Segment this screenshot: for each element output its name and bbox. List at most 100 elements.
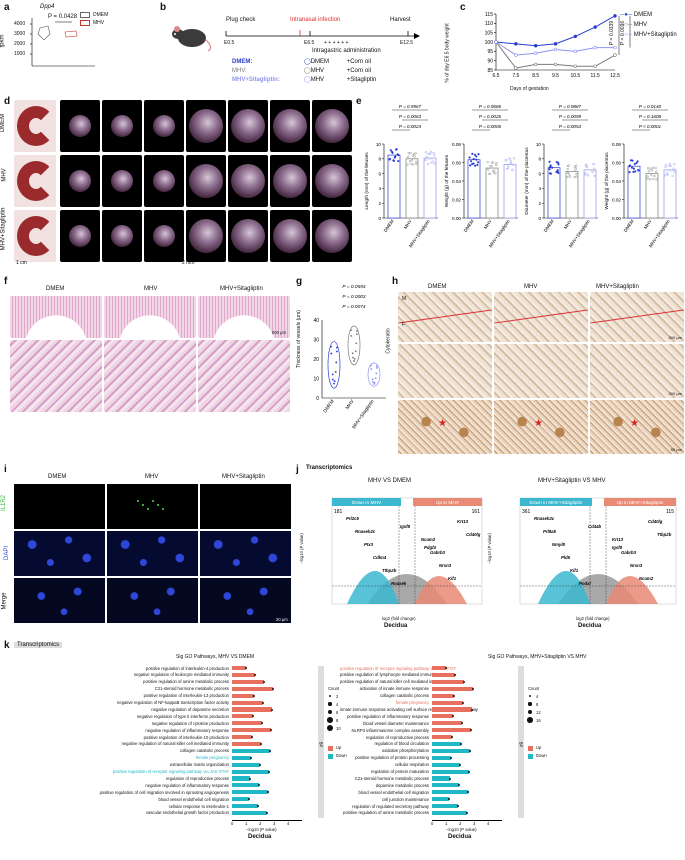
go-dot xyxy=(459,763,461,766)
p-value: P = 0.0074 xyxy=(342,304,365,310)
series-point-1 xyxy=(573,64,578,68)
data-point xyxy=(567,164,570,167)
series-point-0 xyxy=(593,25,597,29)
il1r2-signal xyxy=(152,500,154,502)
y-tick-label: 30 xyxy=(313,337,319,343)
y-tick-label: 0 xyxy=(316,396,319,402)
panel-f-bot-sita xyxy=(198,340,290,412)
panel-i-letter: i xyxy=(4,464,7,475)
y-tick-label: 105 xyxy=(485,30,494,36)
data-point xyxy=(351,356,354,359)
data-point xyxy=(476,163,479,167)
panel-e-plots: 10 8 6 4 2 0 Length (mm) of the fetuses DMEM MHV… xyxy=(356,100,685,270)
down-count: 181 xyxy=(334,509,343,515)
go-bar xyxy=(432,748,470,753)
legend-label: Down xyxy=(336,753,347,758)
embryo xyxy=(111,170,133,192)
go-bar xyxy=(232,804,258,809)
data-point xyxy=(335,361,338,364)
count-label: 4 xyxy=(536,694,539,699)
y-tick-label: 10 xyxy=(376,142,382,147)
data-point xyxy=(410,159,414,162)
y-axis-label: Length (mm) of the fetuses xyxy=(364,152,370,210)
go-dot xyxy=(457,805,459,808)
embryo xyxy=(189,109,223,143)
panel-e-plot: 0.08 0.06 0.04 0.02 0.00 Weight (g) of the pl… xyxy=(604,104,678,248)
panel-d-scale2: 2 mm xyxy=(182,260,195,266)
star-icon: ★ xyxy=(438,418,447,429)
go-bar xyxy=(432,776,450,781)
data-point xyxy=(630,166,634,169)
panel-k-letter: k xyxy=(4,640,10,651)
data-point xyxy=(475,155,478,158)
panel-d-grid xyxy=(14,100,354,268)
ihc-tile xyxy=(398,292,492,342)
panel-e-plot: 10 8 6 4 2 0 Length (mm) of the fetuses DMEM MHV… xyxy=(364,104,438,248)
go-term-label: blood vessel endothelial cell migration xyxy=(158,796,229,802)
il1r2-signal xyxy=(162,508,164,510)
embryo xyxy=(153,170,175,192)
panel-a-ytick-4: 1000 xyxy=(14,51,26,57)
panel-h-col-dmem: DMEM xyxy=(428,284,447,290)
data-point xyxy=(333,382,335,385)
panel-k-right-title: Sig GO Pathways, MHV+Sitagliptin VS MHV xyxy=(488,654,587,660)
il1r2-signal xyxy=(137,500,139,502)
panel-f-top-dmem xyxy=(10,296,102,338)
data-point xyxy=(648,178,652,181)
data-point xyxy=(432,151,435,155)
embryo xyxy=(189,164,223,198)
x-tick-label: MHV xyxy=(643,218,653,230)
data-point xyxy=(574,167,577,170)
data-point xyxy=(654,166,657,170)
go-axis-label: −log10 (P value) xyxy=(446,826,477,832)
data-point xyxy=(673,163,676,166)
decidua-boundary xyxy=(494,309,588,324)
embryo-tile xyxy=(312,155,352,207)
data-point xyxy=(508,158,511,161)
embryo-tile xyxy=(228,100,268,152)
bar xyxy=(565,171,579,219)
panel-c-letter: c xyxy=(460,2,466,13)
data-point xyxy=(670,169,673,172)
panel-e-plot: 0.08 0.06 0.04 0.02 0.00 Weight (g) of the fe… xyxy=(444,104,518,248)
go-bar xyxy=(432,790,468,795)
go-term-label: C21-steroid hormone metabolic process xyxy=(154,686,229,692)
go-axis xyxy=(432,819,502,821)
data-point xyxy=(646,177,649,180)
panel-c-p1: P = 0.0339 xyxy=(609,20,616,46)
y-tick-label: 4 xyxy=(378,186,381,191)
series-point-2 xyxy=(573,49,578,54)
y-tick-label: 100 xyxy=(485,40,494,46)
down-count: 361 xyxy=(522,509,531,515)
go-dot xyxy=(258,784,260,787)
go-dot xyxy=(463,680,465,683)
data-point xyxy=(408,160,412,163)
data-point xyxy=(409,151,412,155)
data-point xyxy=(355,333,358,336)
panel-f-col-mhv: MHV xyxy=(144,286,158,292)
if-tile xyxy=(200,484,291,529)
go-dot xyxy=(245,667,247,670)
bar xyxy=(547,167,561,219)
go-bar xyxy=(432,797,449,802)
y-tick-label: 0.00 xyxy=(612,216,621,221)
data-point xyxy=(375,372,378,375)
legend-mhv: MHV xyxy=(93,20,105,26)
if-tile xyxy=(200,578,291,623)
count-label: 8 xyxy=(536,702,539,707)
panel-b-e0: E0.5 xyxy=(224,40,235,46)
count-dot xyxy=(329,695,331,697)
go-bar xyxy=(232,790,268,795)
y-tick-label: 115 xyxy=(485,12,493,18)
go-bar xyxy=(432,700,463,705)
y-tick-label: 0.06 xyxy=(612,160,621,165)
data-point xyxy=(472,162,475,165)
down-band xyxy=(332,498,401,506)
data-point xyxy=(407,152,410,155)
go-term-label: regulation of protein maturation xyxy=(371,769,429,774)
group-mhv: MHV: xyxy=(232,68,247,74)
legend-swatch xyxy=(528,754,533,759)
data-point xyxy=(667,169,670,172)
go-bar xyxy=(232,714,253,719)
data-point xyxy=(391,151,394,154)
